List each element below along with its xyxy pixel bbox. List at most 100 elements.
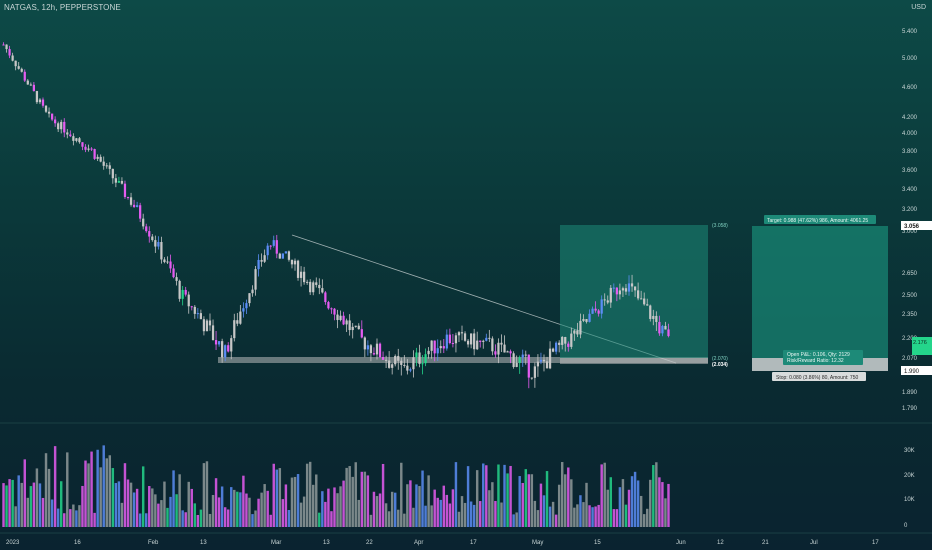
volume-bar [582, 502, 585, 527]
candle-body [576, 330, 579, 335]
volume-bar [211, 494, 215, 527]
volume-bar [594, 506, 597, 527]
candle-body [199, 313, 202, 320]
volume-bar [251, 514, 254, 527]
target-label: Target: 0.988 (47.62%) 986, Amount: 4061… [767, 218, 868, 224]
volume-bar [515, 512, 518, 527]
volume-bar [469, 501, 473, 527]
volume-bar [485, 465, 488, 527]
price-tick: 3.000 [902, 229, 918, 235]
candle-body [333, 308, 336, 315]
support-zone[interactable] [218, 357, 708, 363]
candle-body [178, 280, 181, 299]
stop-price-tag [901, 366, 932, 375]
volume-bar [181, 510, 184, 527]
support-level-label: (2.034) [712, 362, 728, 368]
volume-bar [497, 464, 500, 527]
open-pl-label: Open P&L: 0.106, Qty: 2129 [787, 352, 850, 358]
volume-bar [56, 508, 60, 527]
candle-body [612, 287, 615, 289]
risk-reward-label: Risk/Reward Ratio: 12.32 [787, 358, 844, 364]
volume-bar [11, 479, 14, 527]
candle-body [69, 134, 72, 137]
candle-body [658, 321, 661, 334]
price-tick: 3.400 [902, 187, 918, 193]
candle-body [193, 306, 196, 314]
candle-body [357, 325, 360, 330]
volume-bar [530, 474, 534, 527]
candle-body [476, 340, 479, 350]
volume-bar [99, 467, 102, 527]
volume-bar [53, 446, 57, 527]
volume-bar [217, 497, 221, 527]
volume-bar [554, 514, 558, 527]
candle-body [630, 283, 634, 287]
volume-bar [433, 489, 436, 527]
volume-bar [132, 492, 136, 527]
volume-bar [436, 497, 439, 527]
candle-body [348, 320, 351, 331]
volume-bar [612, 509, 616, 527]
volume-bar [518, 476, 521, 527]
candle-body [172, 268, 175, 278]
time-tick: 17 [470, 540, 477, 546]
volume-bar [208, 513, 212, 527]
candle-body [624, 288, 628, 292]
candle-body [643, 298, 646, 305]
candles[interactable] [2, 42, 670, 389]
volume-bar [148, 486, 151, 527]
price-tick: 2.200 [902, 336, 918, 342]
volume-bar [521, 482, 524, 527]
volume-tick: 10K [904, 497, 915, 503]
candle-body [284, 251, 288, 254]
volume-bar [296, 474, 300, 527]
target-projection[interactable] [752, 226, 888, 358]
candle-body [603, 299, 606, 301]
volume-bar [406, 484, 409, 527]
time-tick: 15 [594, 540, 601, 546]
candle-body [214, 340, 218, 345]
candle-body [485, 337, 488, 341]
volume-bar [305, 463, 309, 527]
volume-bar [451, 489, 455, 527]
volume-bar [66, 452, 69, 527]
volume-bar [639, 495, 643, 527]
volume-bar [621, 479, 625, 527]
volume-bar [5, 485, 8, 527]
volume-bar [430, 505, 433, 527]
volume-bar [573, 507, 576, 527]
volume-bar [236, 491, 239, 527]
candle-body [542, 359, 546, 362]
volume-bar [47, 468, 51, 527]
candle-body [439, 346, 442, 349]
symbol-title[interactable]: NATGAS, 12h, PEPPERSTONE [4, 3, 121, 12]
volume-bar [390, 491, 394, 527]
volume-bar [627, 489, 631, 527]
price-axis[interactable]: 5.400 5.000 4.600 4.200 4.000 3.800 3.600 3.400… [902, 29, 918, 412]
volume-bar [560, 462, 564, 527]
volume-bar [175, 494, 178, 527]
price-tick: 2.650 [902, 271, 918, 277]
volume-bar [114, 483, 118, 527]
volume-bar [20, 482, 23, 527]
candle-body [257, 259, 260, 270]
candle-body [652, 315, 655, 319]
volume-bar [351, 476, 354, 527]
target-zone[interactable] [560, 225, 708, 358]
candle-body [466, 340, 470, 345]
candle-body [342, 315, 345, 325]
candle-body [512, 353, 515, 367]
volume-bar [38, 483, 42, 527]
candle-body [397, 355, 400, 361]
candle-body [470, 333, 473, 345]
time-axis[interactable]: 2023 16 Feb 13 Mar 13 22 Apr 17 May 15 Jun 12 21 Jul 17 [6, 540, 879, 546]
candle-body [327, 302, 330, 309]
candle-body [66, 132, 69, 135]
volume-bar [482, 463, 485, 527]
price-tick: 4.200 [902, 115, 918, 121]
volume-bar [363, 471, 367, 527]
stop-zone[interactable] [560, 358, 708, 364]
volume-bar [609, 477, 613, 527]
candle-body [521, 354, 524, 358]
